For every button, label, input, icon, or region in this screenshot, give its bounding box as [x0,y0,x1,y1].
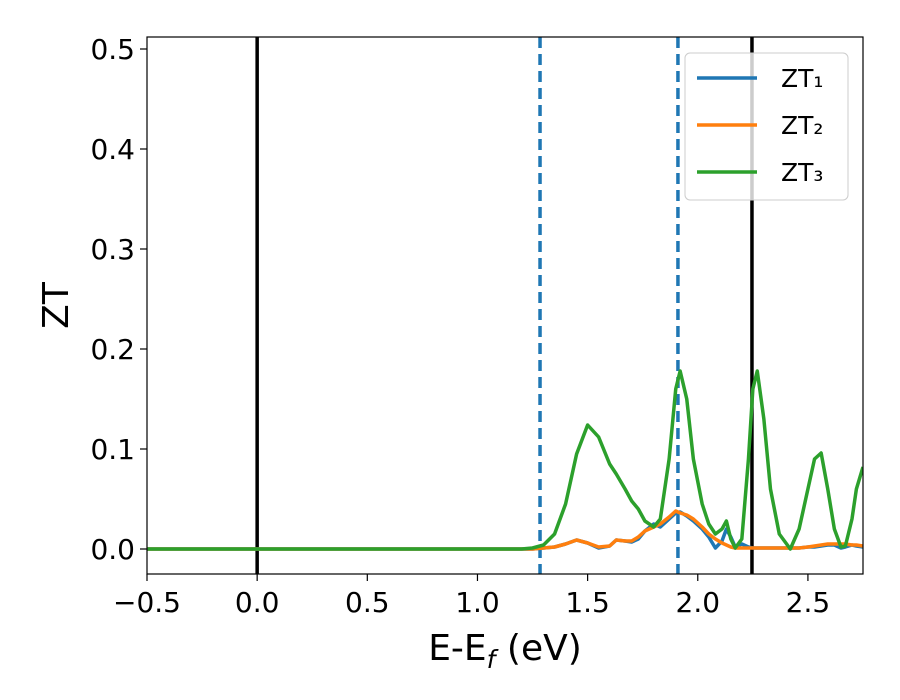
x-tick-label: 1.0 [455,586,500,619]
legend-label: ZT₂ [781,111,823,140]
plot-frame [146,36,864,575]
y-tick-label: 0.4 [90,133,135,166]
legend-box [684,52,849,201]
x-tick-label: −0.5 [113,586,181,619]
legend-label: ZT₁ [781,64,823,93]
series-line [147,369,863,551]
y-tick-label: 0.3 [90,233,135,266]
y-tick-label: 0.2 [90,333,135,366]
series-line [147,510,863,551]
x-axis-label-part: E-E [428,628,486,669]
y-tick-label: 0.0 [90,533,135,566]
x-tick-label: 1.5 [565,586,610,619]
y-tick-label: 0.5 [90,33,135,66]
series-line [147,509,863,551]
y-axis-label: ZT [36,281,77,329]
x-tick-label: 2.5 [786,586,831,619]
x-tick-label: 2.0 [676,586,721,619]
x-tick-label: 0.5 [345,586,390,619]
x-axis-label-part: (eV) [495,628,581,669]
x-tick-label: 0.0 [235,586,280,619]
legend-label: ZT₃ [781,158,823,187]
x-axis-label: E-Ef (eV) [428,628,582,674]
y-tick-label: 0.1 [90,433,135,466]
